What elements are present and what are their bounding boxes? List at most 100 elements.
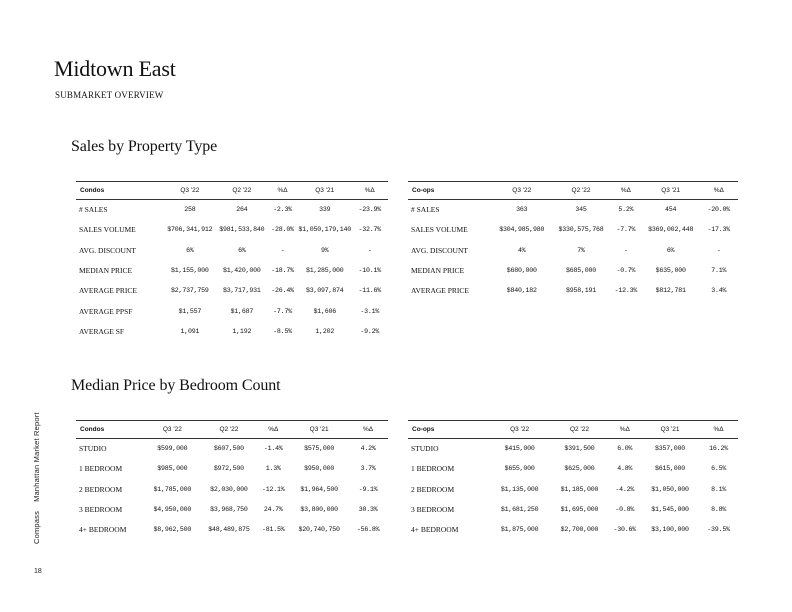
table-cell: $391,500 <box>564 445 595 453</box>
column-header: Q3 '22 <box>512 187 532 194</box>
side-label: Compass Manhattan Market Report <box>32 403 41 544</box>
table-cell: $985,000 <box>157 465 188 473</box>
table-row: 1 BEDROOM $655,000 $625,000 4.8% $615,000 6.5… <box>408 459 738 479</box>
row-label: AVERAGE PRICE <box>79 286 137 296</box>
table-row: AVG. DISCOUNT 6% 6% - 9% - <box>76 240 388 260</box>
table-cell: 8.8% <box>711 506 727 514</box>
side-report-title: Manhattan Market Report <box>32 412 41 502</box>
table-row: 4+ BEDROOM $1,875,000 $2,700,000 -30.6% $3,1… <box>408 520 738 540</box>
table-cell: -3.1% <box>360 307 380 315</box>
table-cell: 1,202 <box>315 327 335 335</box>
table-cell: -10.1% <box>358 267 381 275</box>
table-cell: 30.3% <box>358 506 378 514</box>
table-cell: $1,155,000 <box>171 267 209 275</box>
page-title: Midtown East <box>54 56 176 81</box>
row-label: 4+ BEDROOM <box>79 525 127 535</box>
table-cell: 6% <box>666 246 675 254</box>
table-cell: $655,000 <box>504 465 535 473</box>
table-cell: $3,800,000 <box>300 506 338 514</box>
row-label: STUDIO <box>79 444 107 454</box>
table-cell: $1,681,250 <box>500 506 539 514</box>
row-label: AVG. DISCOUNT <box>411 245 468 255</box>
table-row: 2 BEDROOM $1,135,000 $1,185,000 -4.2% $1,050… <box>408 479 738 499</box>
table-cell: $1,050,000 <box>651 485 689 493</box>
row-label: SALES VOLUME <box>411 225 468 235</box>
table-cell: $680,000 <box>506 267 537 275</box>
column-header: %Δ <box>277 187 288 194</box>
table-cell: $950,000 <box>304 465 335 473</box>
table-cell: $972,500 <box>213 465 244 473</box>
table-cell: $415,000 <box>504 445 535 453</box>
table-row: MEDIAN PRICE $680,000 $685,000 -0.7% $635,00… <box>408 260 738 280</box>
table-row: # SALES 363 345 5.2% 454 -20.0% <box>408 200 738 220</box>
table-header-row: Co-ops Q3 '22 Q2 '22 %Δ Q3 '21 %Δ <box>408 181 738 200</box>
table-cell: 454 <box>665 206 677 214</box>
row-label: AVERAGE PPSF <box>79 306 133 316</box>
condos-bedroom-table: Condos Q3 '22 Q2 '22 %Δ Q3 '21 %Δ STUDIO $599,0… <box>76 420 388 540</box>
table-cell: 16.2% <box>709 445 728 453</box>
table-cell: $615,000 <box>655 465 686 473</box>
table-cell: -7.7% <box>273 307 292 315</box>
table-cell: $369,002,448 <box>648 226 694 234</box>
table-cell: $1,557 <box>178 307 202 315</box>
table-cell: -9.1% <box>358 485 378 493</box>
table-cell: -81.5% <box>261 526 285 534</box>
table-cell: $330,575,768 <box>558 226 604 234</box>
table-cell: $685,000 <box>565 267 597 275</box>
table-cell: $1,695,000 <box>560 506 599 514</box>
table-cell: $3,968,750 <box>210 506 248 514</box>
table-cell: 4.8% <box>617 465 633 473</box>
table-cell: 6% <box>238 246 246 254</box>
bedroom-section-title: Median Price by Bedroom Count <box>71 377 281 394</box>
table-cell: $575,000 <box>304 445 335 453</box>
table-cell: -12.1% <box>261 485 285 493</box>
row-label: AVG. DISCOUNT <box>79 245 136 255</box>
table-cell: $607,500 <box>213 445 244 453</box>
column-header: Q3 '22 <box>180 187 200 194</box>
table-cell: 5.2% <box>618 206 634 214</box>
table-row: AVG. DISCOUNT 4% 7% - 6% - <box>408 240 738 260</box>
table-cell: $20,740,750 <box>298 526 340 534</box>
side-brand: Compass <box>32 510 41 544</box>
table-cell: 4% <box>517 246 526 254</box>
table-header-row: Condos Q3 '22 Q2 '22 %Δ Q3 '21 %Δ <box>76 181 388 200</box>
row-label: 2 BEDROOM <box>411 484 455 494</box>
table-cell: -17.3% <box>707 226 731 234</box>
table-cell: $1,285,000 <box>305 267 344 275</box>
table-cell: $1,135,000 <box>500 485 539 493</box>
row-label: 4+ BEDROOM <box>411 525 459 535</box>
table-cell: -2.3% <box>273 206 292 214</box>
table-cell: 1.3% <box>265 465 281 473</box>
column-header: Q2 '22 <box>569 426 589 433</box>
table-cell: -23.9% <box>358 206 381 214</box>
table-cell: -0.8% <box>615 506 635 514</box>
table-cell: -1.4% <box>263 445 283 453</box>
column-header: Q2 '22 <box>219 426 239 433</box>
table-cell: $1,606 <box>313 307 336 315</box>
condos-sales-table: Condos Q3 '22 Q2 '22 %Δ Q3 '21 %Δ # SALES 258 26… <box>76 181 388 342</box>
table-cell: $3,097,874 <box>305 287 344 295</box>
table-cell: 6% <box>186 246 194 254</box>
table-cell: 1,192 <box>232 327 252 335</box>
table-cell: $2,030,000 <box>210 485 248 493</box>
column-header: Q3 '21 <box>661 187 681 194</box>
table-cell: -7.7% <box>616 226 636 234</box>
table-cell: $1,050,179,140 <box>298 226 352 234</box>
column-header: %Δ <box>713 426 724 433</box>
table-cell: 9% <box>320 246 329 254</box>
table-cell: -20.0% <box>707 206 731 214</box>
table-cell: $635,000 <box>655 267 686 275</box>
table-cell: -4.2% <box>615 485 635 493</box>
table-cell: $706,341,912 <box>167 226 213 234</box>
table-row: AVERAGE PRICE $840,182 $958,191 -12.3% $812,… <box>408 281 738 301</box>
page-number: 18 <box>34 568 42 575</box>
table-cell: 6.0% <box>617 445 633 453</box>
column-header: Q3 '21 <box>660 426 680 433</box>
row-label: # SALES <box>411 205 440 215</box>
table-cell: $1,687 <box>230 307 254 315</box>
row-label: AVERAGE SF <box>79 326 125 336</box>
table-cell: -32.7% <box>358 226 381 234</box>
row-label: 3 BEDROOM <box>411 505 455 515</box>
column-header: %Δ <box>619 426 630 433</box>
table-cell: 6.5% <box>711 465 727 473</box>
